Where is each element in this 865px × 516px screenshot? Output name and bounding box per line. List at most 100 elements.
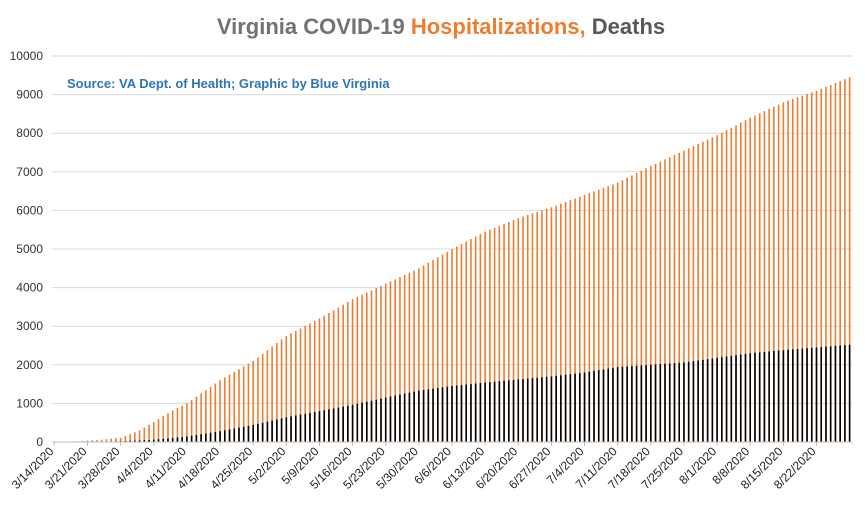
hospitalizations-bar (205, 390, 207, 442)
hospitalizations-bar (143, 427, 146, 442)
chart-title: Virginia COVID-19 Hospitalizations, Deat… (217, 14, 665, 39)
y-tick-label: 4000 (16, 281, 43, 295)
hospitalizations-bar (593, 191, 595, 442)
deaths-bar (654, 364, 657, 442)
deaths-bar (484, 382, 486, 442)
deaths-series (58, 344, 851, 442)
hospitalizations-bar (626, 177, 628, 442)
hospitalizations-bar (616, 182, 619, 442)
deaths-bar (749, 353, 752, 442)
hospitalizations-bar (294, 330, 297, 442)
deaths-bar (806, 348, 808, 442)
hospitalizations-bar (408, 272, 411, 442)
hospitalizations-bar (725, 130, 728, 442)
deaths-bar (219, 431, 221, 442)
hospitalizations-bar (119, 437, 122, 442)
hospitalizations-bar (309, 323, 311, 442)
hospitalizations-bar (825, 86, 827, 442)
hospitalizations-bar (394, 279, 396, 442)
hospitalizations-bar (739, 122, 742, 443)
hospitalizations-bar (706, 139, 709, 442)
hospitalizations-bar (152, 421, 155, 442)
deaths-bar (574, 373, 576, 442)
deaths-bar (328, 409, 330, 442)
deaths-bar (493, 381, 496, 442)
y-tick-label: 1000 (16, 396, 43, 410)
hospitalizations-bar (403, 274, 406, 442)
deaths-bar (583, 372, 586, 442)
hospitalizations-bar (631, 175, 633, 442)
hospitalizations-bar (640, 170, 643, 442)
hospitalizations-bar (318, 318, 321, 442)
hospitalizations-bar (810, 92, 813, 442)
hospitalizations-bar (228, 374, 231, 442)
deaths-bar (545, 376, 548, 442)
hospitalizations-bar (716, 135, 718, 442)
hospitalizations-bar (460, 244, 463, 442)
hospitalizations-bar (129, 434, 131, 442)
hospitalizations-bar (758, 113, 761, 442)
deaths-bar (271, 420, 273, 442)
deaths-bar (626, 366, 628, 442)
deaths-bar (195, 435, 198, 442)
deaths-bar (365, 401, 368, 442)
hospitalizations-bar (508, 221, 510, 442)
hospitalizations-bar (422, 265, 425, 442)
hospitalizations-bar (247, 363, 250, 442)
deaths-bar (829, 346, 832, 442)
deaths-bar (706, 359, 709, 442)
hospitalizations-bar (754, 115, 756, 442)
hospitalizations-bar (124, 435, 127, 442)
deaths-bar (470, 384, 472, 442)
deaths-bar (441, 387, 444, 442)
deaths-bar (422, 390, 425, 442)
x-axis-ticks: 3/14/20203/21/20203/28/20204/4/20204/11/… (9, 442, 819, 492)
deaths-bar (541, 377, 543, 442)
deaths-bar (380, 398, 382, 442)
y-tick-label: 6000 (16, 203, 43, 217)
deaths-bar (432, 388, 434, 442)
deaths-bar (810, 347, 813, 442)
hospitalizations-bar (749, 117, 752, 442)
hospitalizations-bar (555, 205, 557, 442)
deaths-bar (436, 388, 439, 442)
hospitalizations-bar (242, 366, 245, 442)
deaths-bar (739, 354, 742, 442)
hospitalizations-bar (815, 90, 818, 443)
deaths-bar (512, 379, 515, 442)
deaths-bar (673, 363, 676, 442)
hospitalizations-bar (110, 438, 112, 442)
deaths-bar (290, 416, 292, 442)
hospitalizations-bar (711, 137, 714, 443)
hospitalizations-bar (844, 79, 846, 442)
deaths-bar (285, 417, 288, 442)
hospitalizations-bar (839, 81, 841, 442)
deaths-bar (678, 362, 681, 442)
hospitalizations-bar (474, 236, 477, 442)
deaths-bar (242, 426, 245, 442)
hospitalizations-bar (579, 196, 581, 442)
deaths-bar (697, 360, 699, 442)
hospitalizations-series (58, 77, 851, 443)
hospitalizations-bar (389, 281, 392, 442)
deaths-bar (342, 406, 344, 442)
deaths-bar (640, 365, 643, 442)
deaths-bar (162, 438, 165, 442)
deaths-bar (474, 383, 477, 442)
hospitalizations-bar (257, 357, 259, 442)
hospitalizations-bar (621, 180, 624, 442)
y-tick-label: 0 (36, 435, 43, 449)
hospitalizations-bar (285, 335, 288, 442)
hospitalizations-bar (148, 424, 150, 442)
hospitalizations-bar (413, 270, 415, 442)
hospitalizations-bar (134, 432, 136, 442)
deaths-bar (796, 348, 799, 442)
hospitalizations-bar (829, 84, 832, 442)
chart-title-part: Virginia COVID-19 (217, 14, 411, 39)
hospitalizations-bar (375, 288, 378, 442)
deaths-bar (313, 412, 316, 442)
y-tick-label: 5000 (16, 242, 43, 256)
hospitalizations-bar (233, 371, 236, 442)
deaths-bar (138, 440, 141, 442)
deaths-bar (844, 345, 846, 442)
